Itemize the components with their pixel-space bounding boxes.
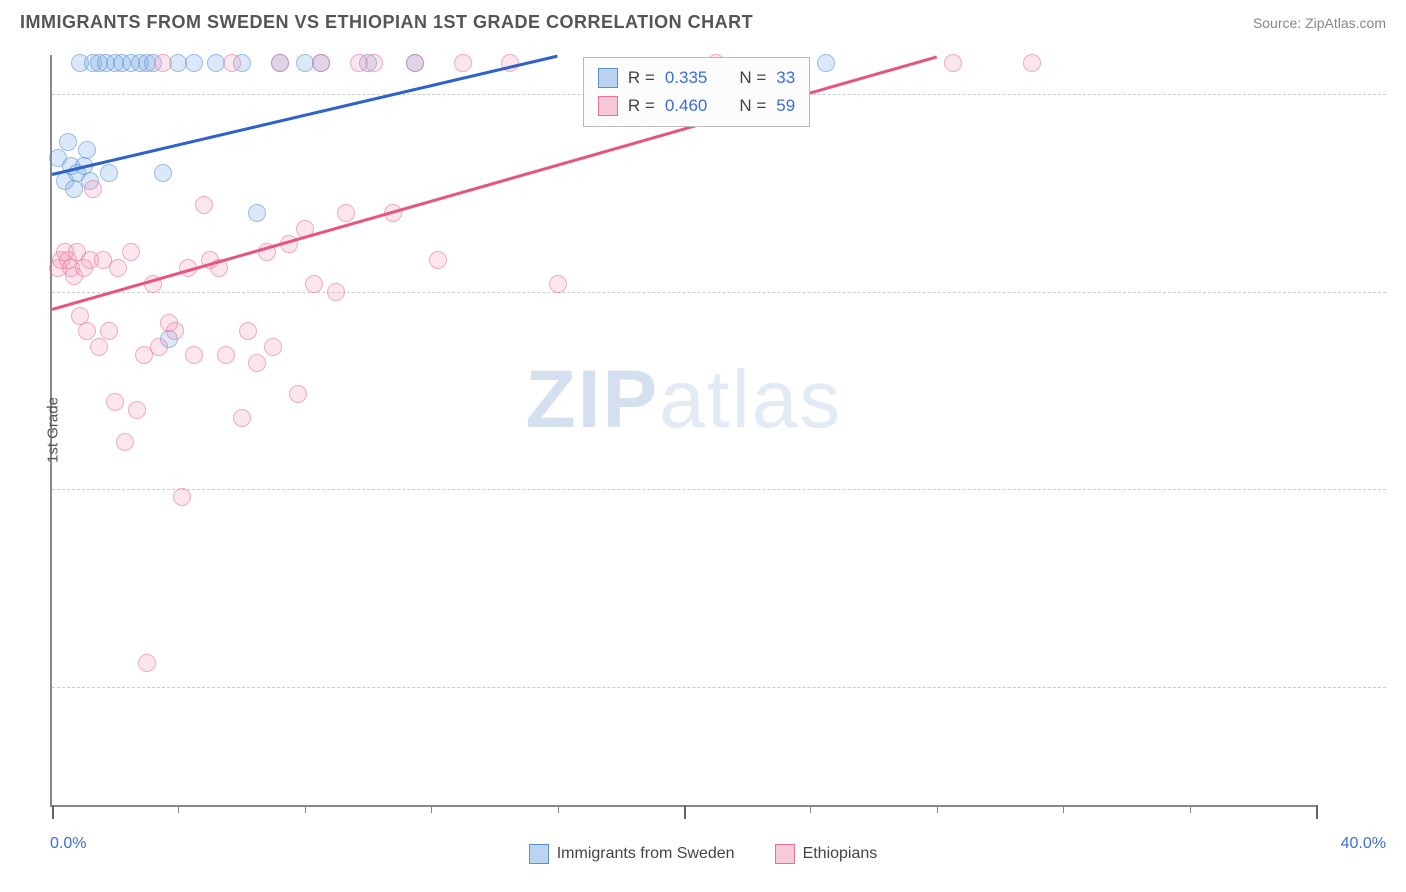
chart-header: IMMIGRANTS FROM SWEDEN VS ETHIOPIAN 1ST … bbox=[0, 0, 1406, 41]
x-tick bbox=[558, 805, 559, 813]
trend-line bbox=[52, 55, 558, 176]
n-label: N = bbox=[739, 64, 766, 92]
data-point bbox=[154, 164, 172, 182]
data-point bbox=[84, 180, 102, 198]
data-point bbox=[122, 243, 140, 261]
data-point bbox=[109, 259, 127, 277]
data-point bbox=[195, 196, 213, 214]
data-point bbox=[100, 322, 118, 340]
data-point bbox=[154, 54, 172, 72]
x-tick bbox=[1190, 805, 1191, 813]
legend-item: Immigrants from Sweden bbox=[529, 844, 735, 864]
data-point bbox=[233, 409, 251, 427]
data-point bbox=[454, 54, 472, 72]
x-tick bbox=[1316, 805, 1318, 819]
r-value: 0.460 bbox=[665, 92, 708, 120]
data-point bbox=[1023, 54, 1041, 72]
data-point bbox=[406, 54, 424, 72]
plot-area: 100.0%97.5%95.0%92.5%R =0.335N =33R =0.4… bbox=[52, 55, 1316, 805]
legend-swatch bbox=[529, 844, 549, 864]
data-point bbox=[365, 54, 383, 72]
data-point bbox=[100, 164, 118, 182]
data-point bbox=[337, 204, 355, 222]
x-tick bbox=[1063, 805, 1064, 813]
legend-label: Ethiopians bbox=[803, 845, 878, 863]
data-point bbox=[271, 54, 289, 72]
r-label: R = bbox=[628, 92, 655, 120]
gridline: 92.5% bbox=[52, 687, 1386, 688]
x-tick bbox=[178, 805, 179, 813]
stats-row: R = 0.460 N = 59 bbox=[598, 92, 795, 120]
data-point bbox=[305, 275, 323, 293]
data-point bbox=[185, 346, 203, 364]
legend: Immigrants from Sweden Ethiopians bbox=[0, 844, 1406, 864]
series-swatch bbox=[598, 96, 618, 116]
x-tick bbox=[810, 805, 811, 813]
data-point bbox=[248, 204, 266, 222]
n-value: 59 bbox=[776, 92, 795, 120]
data-point bbox=[185, 54, 203, 72]
legend-item: Ethiopians bbox=[775, 844, 878, 864]
chart-title: IMMIGRANTS FROM SWEDEN VS ETHIOPIAN 1ST … bbox=[20, 12, 753, 33]
data-point bbox=[217, 346, 235, 364]
chart-source: Source: ZipAtlas.com bbox=[1253, 15, 1386, 31]
data-point bbox=[223, 54, 241, 72]
data-point bbox=[173, 488, 191, 506]
data-point bbox=[78, 322, 96, 340]
data-point bbox=[150, 338, 168, 356]
n-label: N = bbox=[739, 92, 766, 120]
data-point bbox=[289, 385, 307, 403]
data-point bbox=[549, 275, 567, 293]
x-tick bbox=[684, 805, 686, 819]
data-point bbox=[327, 283, 345, 301]
legend-swatch bbox=[775, 844, 795, 864]
data-point bbox=[944, 54, 962, 72]
data-point bbox=[78, 141, 96, 159]
data-point bbox=[106, 393, 124, 411]
data-point bbox=[248, 354, 266, 372]
data-point bbox=[817, 54, 835, 72]
data-point bbox=[429, 251, 447, 269]
x-tick bbox=[937, 805, 938, 813]
x-tick bbox=[52, 805, 54, 819]
data-point bbox=[138, 654, 156, 672]
stats-box: R = 0.335 N = 33 R = 0.460 N = 59 bbox=[583, 57, 810, 127]
data-point bbox=[264, 338, 282, 356]
data-point bbox=[59, 133, 77, 151]
y-tick-label: 95.0% bbox=[1396, 498, 1406, 515]
data-point bbox=[90, 338, 108, 356]
legend-label: Immigrants from Sweden bbox=[557, 845, 735, 863]
series-swatch bbox=[598, 68, 618, 88]
r-value: 0.335 bbox=[665, 64, 708, 92]
n-value: 33 bbox=[776, 64, 795, 92]
x-tick bbox=[305, 805, 306, 813]
y-tick-label: 100.0% bbox=[1396, 103, 1406, 120]
chart-plot: ZIPatlas 1st Grade 100.0%97.5%95.0%92.5%… bbox=[50, 55, 1316, 807]
y-tick-label: 92.5% bbox=[1396, 696, 1406, 713]
stats-row: R = 0.335 N = 33 bbox=[598, 64, 795, 92]
gridline: 95.0% bbox=[52, 489, 1386, 490]
data-point bbox=[128, 401, 146, 419]
x-tick bbox=[431, 805, 432, 813]
r-label: R = bbox=[628, 64, 655, 92]
gridline: 97.5% bbox=[52, 292, 1386, 293]
y-tick-label: 97.5% bbox=[1396, 301, 1406, 318]
data-point bbox=[116, 433, 134, 451]
data-point bbox=[239, 322, 257, 340]
data-point bbox=[166, 322, 184, 340]
data-point bbox=[312, 54, 330, 72]
